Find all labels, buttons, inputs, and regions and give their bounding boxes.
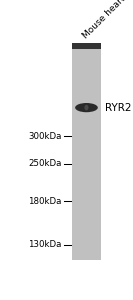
Text: 180kDa: 180kDa: [28, 197, 61, 206]
Ellipse shape: [75, 103, 98, 112]
Ellipse shape: [84, 105, 88, 110]
Bar: [72, 43, 101, 49]
Text: 300kDa: 300kDa: [28, 131, 61, 140]
Bar: [72, 43, 101, 260]
Text: 130kDa: 130kDa: [28, 240, 61, 249]
Text: Mouse heart: Mouse heart: [81, 0, 127, 40]
Text: RYR2: RYR2: [105, 103, 132, 112]
Text: 250kDa: 250kDa: [28, 159, 61, 168]
